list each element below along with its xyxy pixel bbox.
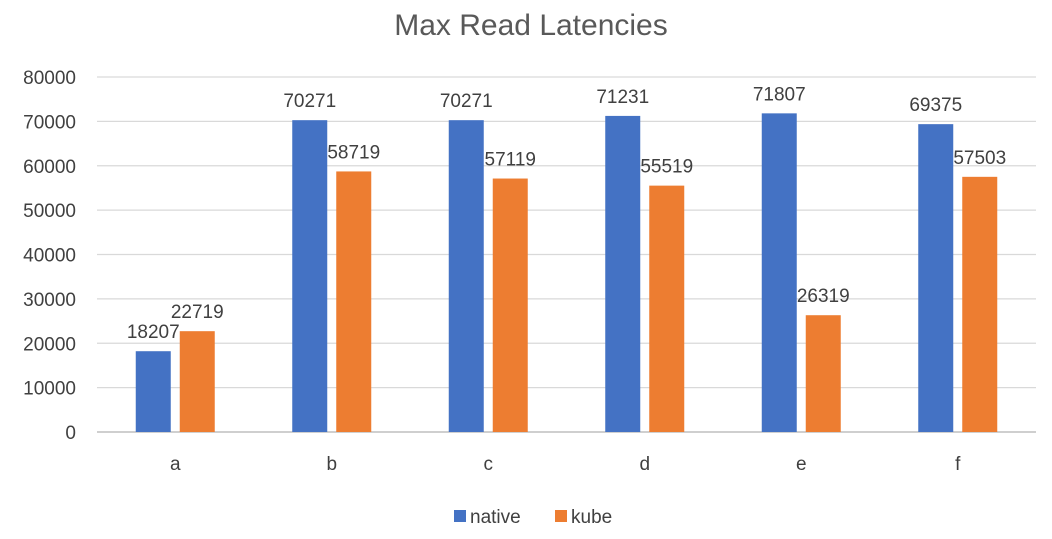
data-label-kube: 22719 — [171, 302, 224, 323]
chart-title: Max Read Latencies — [394, 9, 668, 42]
y-tick-label: 10000 — [23, 379, 76, 400]
y-axis-ticks: 0 10000 20000 30000 40000 50000 60000 70000 8000… — [23, 68, 76, 444]
data-label-native: 70271 — [440, 91, 493, 112]
legend-swatch-native — [454, 510, 466, 522]
bar-kube — [492, 178, 528, 432]
bar-native — [761, 113, 797, 432]
legend-swatch-kube — [555, 510, 567, 522]
data-label-kube: 57503 — [953, 148, 1006, 169]
bar-native — [292, 120, 328, 433]
x-tick-label: a — [170, 454, 181, 475]
bar-kube — [179, 331, 215, 432]
bars — [135, 113, 998, 433]
data-label-native: 71231 — [596, 87, 649, 108]
bar-native — [918, 124, 954, 432]
legend: native kube — [454, 507, 612, 528]
data-label-kube: 55519 — [640, 157, 693, 178]
x-tick-label: d — [639, 454, 650, 475]
legend-label-kube: kube — [571, 507, 612, 528]
y-tick-label: 70000 — [23, 112, 76, 133]
data-label-native: 18207 — [127, 322, 180, 343]
x-tick-label: b — [326, 454, 337, 475]
data-label-native: 71807 — [753, 84, 806, 105]
bar-kube — [805, 315, 841, 432]
y-tick-label: 40000 — [23, 246, 76, 267]
bar-native — [135, 351, 171, 432]
x-tick-label: f — [955, 454, 961, 475]
bar-kube — [336, 171, 372, 432]
data-label-native: 69375 — [909, 95, 962, 116]
data-label-native: 70271 — [283, 91, 336, 112]
bar-kube — [649, 185, 685, 432]
x-tick-label: c — [484, 454, 494, 475]
data-label-kube: 26319 — [797, 286, 850, 307]
y-tick-label: 20000 — [23, 334, 76, 355]
y-tick-label: 60000 — [23, 157, 76, 178]
bar-kube — [962, 176, 998, 432]
data-label-kube: 58719 — [327, 142, 380, 163]
y-tick-label: 80000 — [23, 68, 76, 89]
y-tick-label: 0 — [65, 423, 76, 444]
legend-label-native: native — [470, 507, 521, 528]
data-label-kube: 57119 — [485, 150, 536, 171]
bar-native — [605, 115, 641, 432]
bar-native — [448, 120, 484, 433]
gridlines — [97, 76, 1036, 433]
x-axis-ticks: a b c d e f — [170, 454, 961, 475]
y-tick-label: 50000 — [23, 201, 76, 222]
y-tick-label: 30000 — [23, 290, 76, 311]
x-tick-label: e — [796, 454, 807, 475]
